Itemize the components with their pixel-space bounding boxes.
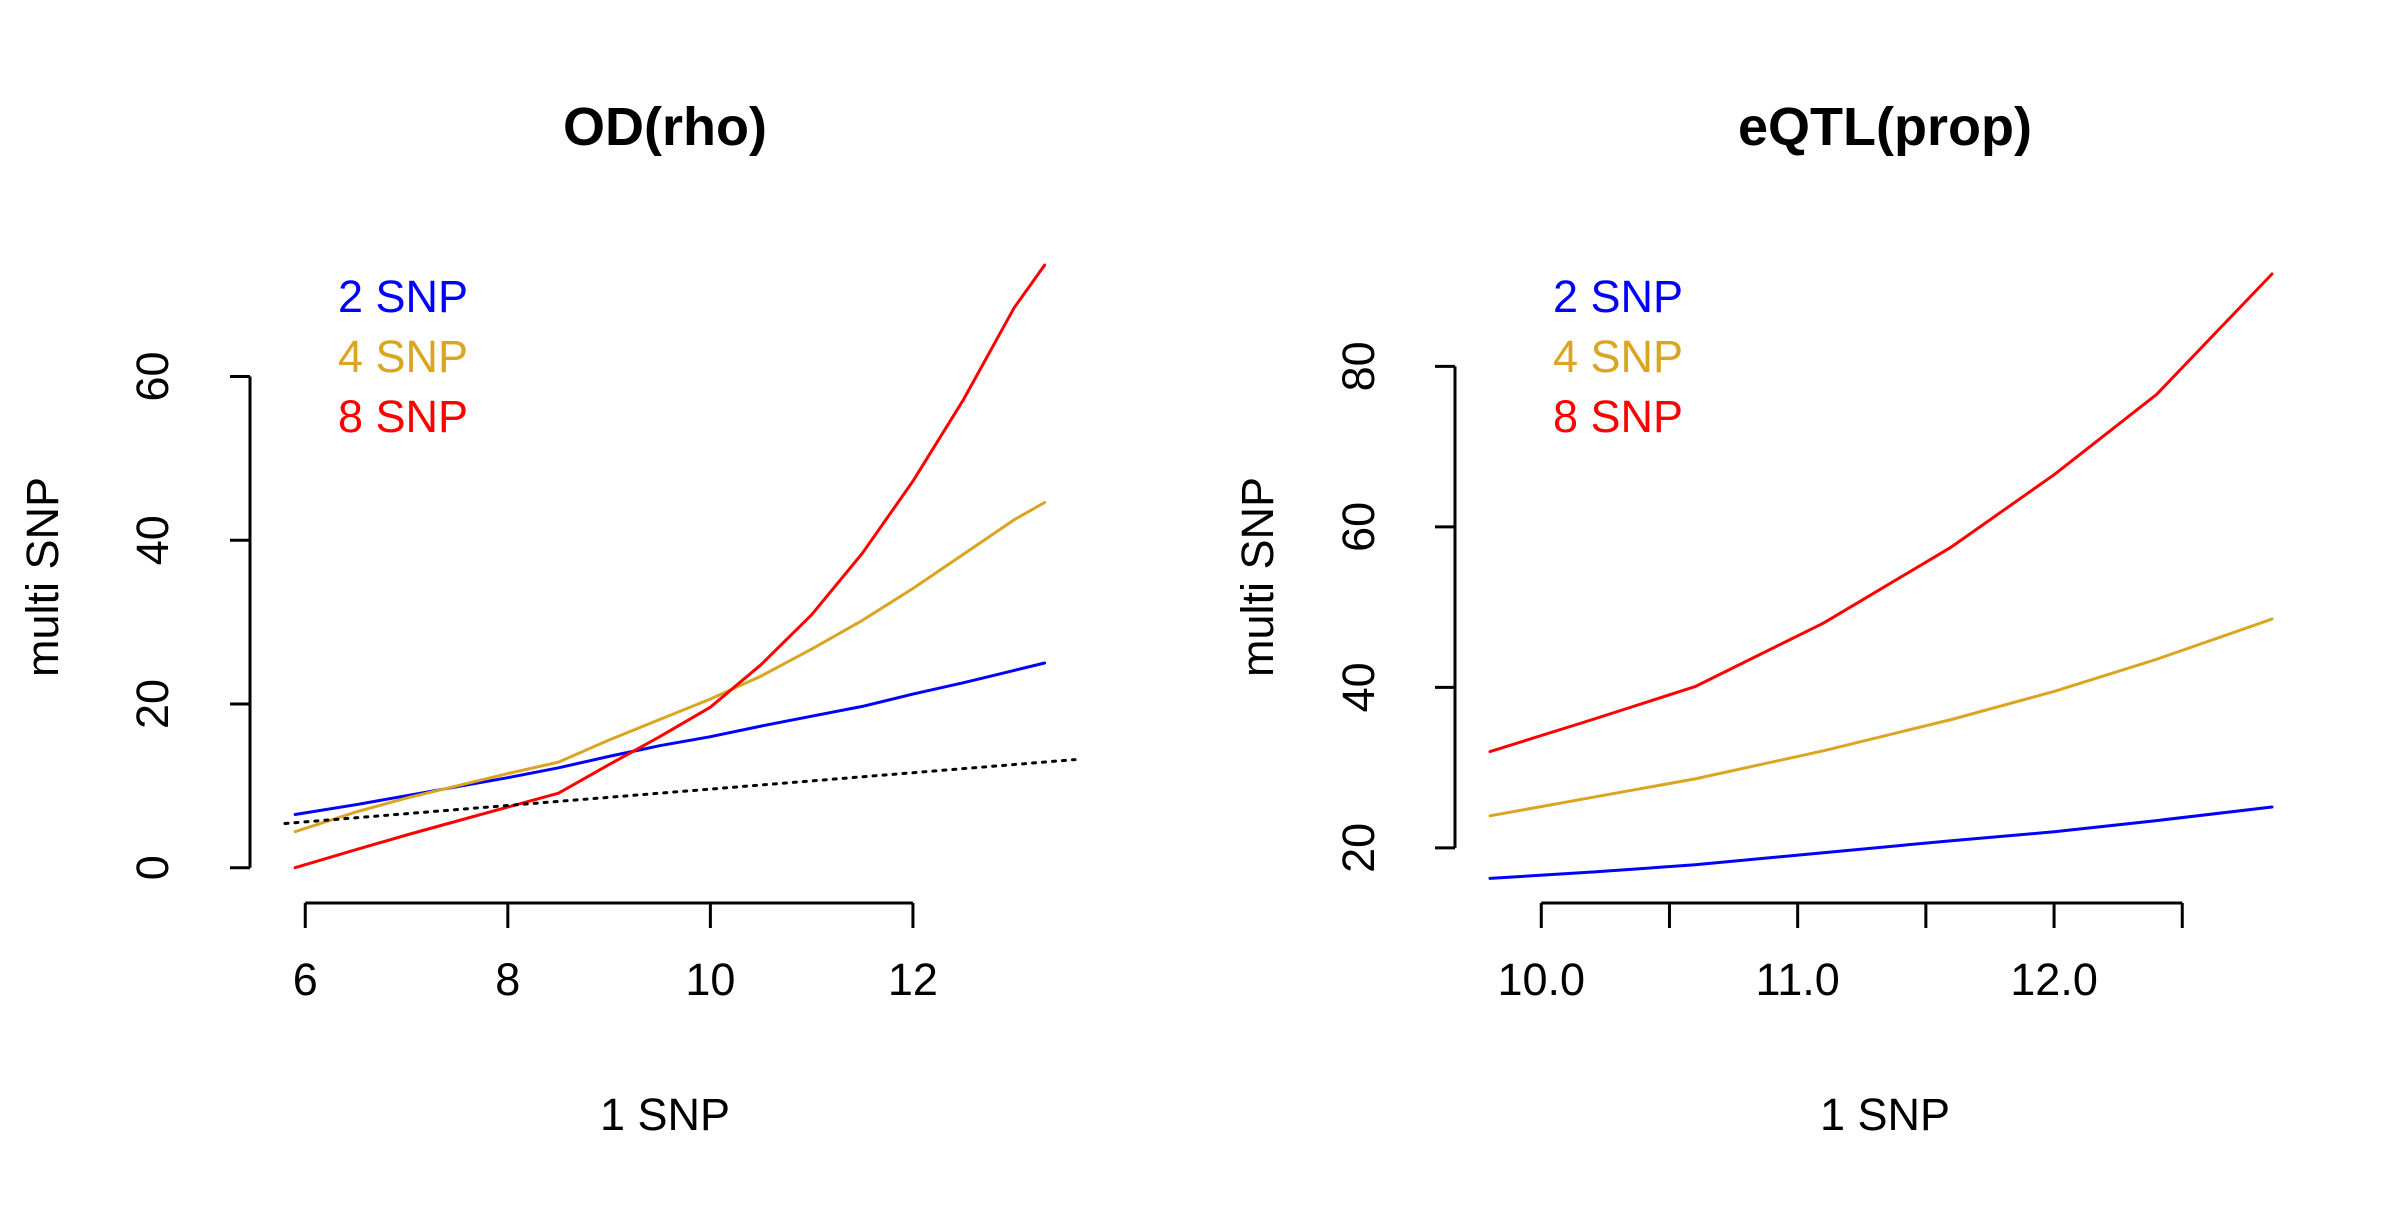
y-tick-label: 20 [127,679,178,729]
y-tick-label: 60 [1333,502,1384,552]
legend-item: 8 SNP [338,391,468,442]
x-tick-label: 10.0 [1497,954,1585,1005]
y-tick-label: 20 [1333,823,1384,873]
x-tick-label: 6 [293,954,318,1005]
series-line-4-snp [1488,617,2274,818]
legend-item: 2 SNP [338,271,468,322]
chart-panel-2: eQTL(prop) 20 40 60 80 10.0 11.0 12.0 1 SNP multi… [1232,97,2274,1140]
x-axis-label: 1 SNP [600,1089,730,1140]
y-tick-label: 80 [1333,341,1384,391]
x-tick-label: 11.0 [1756,954,1840,1005]
legend-item: 8 SNP [1553,391,1683,442]
series-line-8-snp [293,263,1047,870]
y-tick-label: 60 [127,351,178,401]
x-tick-label: 12 [888,954,938,1005]
y-tick-label: 40 [127,515,178,565]
y-axis-label: multi SNP [17,477,68,677]
x-tick-label: 10 [685,954,735,1005]
legend-item: 4 SNP [1553,331,1683,382]
reference-line-dotted [283,758,1077,825]
chart-title: OD(rho) [563,97,767,157]
y-tick-label: 0 [127,855,178,880]
y-tick-label: 40 [1333,662,1384,712]
chart-title: eQTL(prop) [1738,97,2032,157]
series-line-8-snp [1488,272,2274,754]
legend-item: 2 SNP [1553,271,1683,322]
series-line-2-snp [1488,805,2274,880]
y-axis-label: multi SNP [1232,477,1283,677]
series-line-2-snp [293,661,1047,816]
legend-item: 4 SNP [338,331,468,382]
x-tick-label: 12.0 [2010,954,2098,1005]
series-line-4-snp [293,501,1047,834]
chart-panel-1: OD(rho) 0 20 40 60 6 8 10 12 1 SNP multi SNP 2 SNP 4… [17,97,1077,1140]
x-tick-label: 8 [495,954,520,1005]
x-axis-label: 1 SNP [1820,1089,1950,1140]
